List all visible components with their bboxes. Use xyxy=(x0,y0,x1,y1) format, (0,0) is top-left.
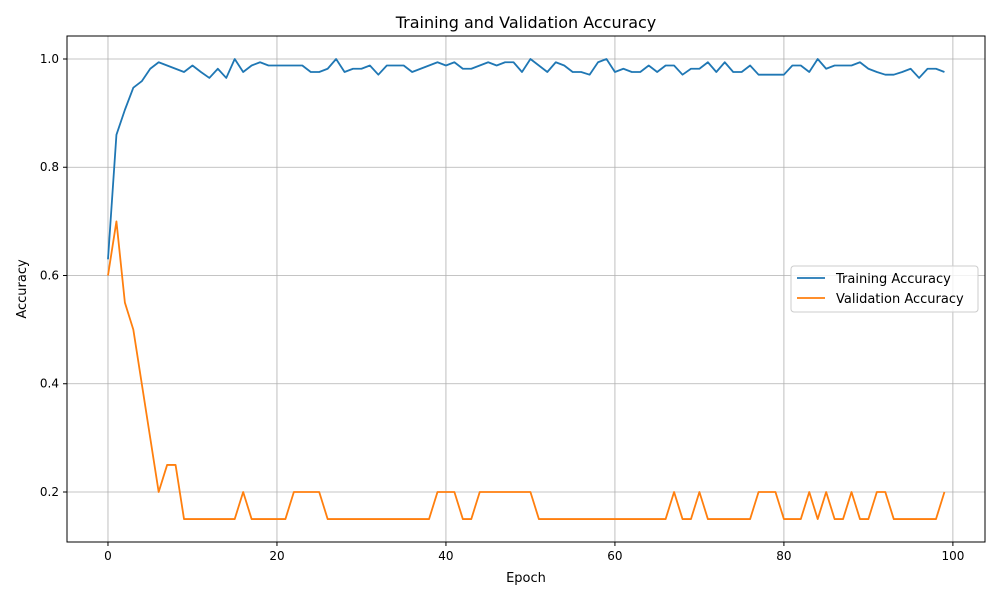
training-accuracy-line xyxy=(107,58,945,260)
x-tick-label: 0 xyxy=(104,549,112,563)
series-lines xyxy=(107,58,946,520)
y-tick-label: 1.0 xyxy=(40,52,59,66)
x-tick-label: 100 xyxy=(941,549,964,563)
legend-label-training: Training Accuracy xyxy=(835,272,951,287)
y-axis-label: Accuracy xyxy=(15,259,30,319)
y-tick-label: 0.8 xyxy=(40,160,59,174)
y-tick-label: 0.6 xyxy=(40,268,59,282)
x-axis-label: Epoch xyxy=(506,571,546,586)
y-tick-label: 0.2 xyxy=(40,485,59,499)
x-tick-label: 20 xyxy=(269,549,284,563)
y-tick-label: 0.4 xyxy=(40,377,59,391)
x-tick-label: 80 xyxy=(776,549,791,563)
x-tick-label: 40 xyxy=(438,549,453,563)
legend-label-validation: Validation Accuracy xyxy=(836,292,964,307)
chart-title: Training and Validation Accuracy xyxy=(395,13,657,32)
plot-frame xyxy=(66,35,986,543)
x-tick-label: 60 xyxy=(607,549,622,563)
validation-accuracy-line xyxy=(107,220,946,520)
legend: Training Accuracy Validation Accuracy xyxy=(790,265,979,313)
ticks: 0 20 40 60 80 100 0.2 0.4 0.6 0.8 1.0 xyxy=(40,52,964,563)
